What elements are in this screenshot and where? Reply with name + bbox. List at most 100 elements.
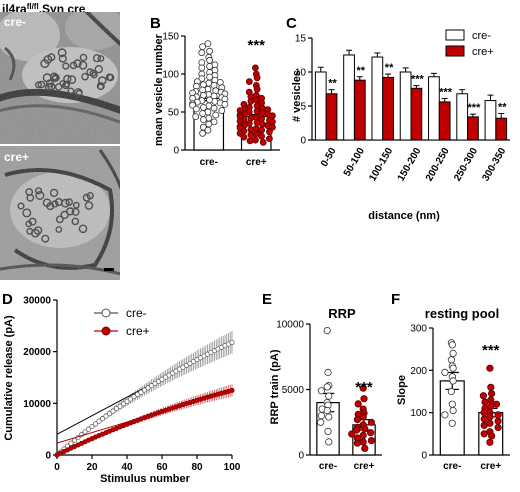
panel-label-d: D [2, 291, 13, 308]
y-tick-label: 10 [295, 68, 307, 79]
data-point [480, 421, 488, 429]
data-point [110, 408, 116, 414]
data-point [192, 105, 200, 113]
bar [399, 71, 412, 141]
data-point [204, 40, 212, 47]
significance-marker: ** [328, 78, 337, 90]
significance-marker: *** [355, 379, 373, 396]
data-point [352, 426, 361, 434]
data-point [481, 398, 489, 406]
bar [325, 93, 338, 141]
bar [382, 76, 394, 141]
data-point [316, 418, 325, 426]
significance-marker: ** [385, 62, 394, 74]
data-point [251, 64, 259, 72]
data-point [486, 438, 494, 446]
data-point [323, 406, 331, 415]
data-point [246, 137, 254, 145]
data-point [206, 63, 214, 70]
bar [438, 101, 451, 141]
data-point [229, 387, 235, 393]
data-point [366, 429, 375, 437]
x-tick-label: 50-100 [342, 146, 367, 179]
data-point [441, 368, 449, 376]
data-point [218, 107, 226, 114]
data-point [360, 395, 368, 403]
panel-a: A cre- cre+ [0, 12, 120, 280]
data-point [99, 416, 106, 422]
data-point [205, 120, 213, 128]
bar [467, 116, 479, 141]
chart-title-e: RRP [328, 306, 356, 321]
y-tick-label: 100 [162, 70, 179, 81]
data-point [221, 101, 229, 108]
y-tick-label: 20000 [23, 347, 51, 358]
data-point [145, 385, 151, 391]
panel-b: B mean vesicle number 0 50 100 150 cre-cre+ *… [150, 15, 280, 168]
significance-marker: *** [411, 74, 425, 86]
panel-c: C # vesicles distance (nm) 0 5 10 15 ** 0-50 *… [286, 15, 510, 222]
data-point [479, 392, 487, 400]
bar [343, 54, 355, 141]
data-point [106, 411, 113, 417]
data-point [247, 98, 255, 105]
data-point [198, 64, 206, 72]
x-tick-label: 0-50 [319, 146, 339, 169]
data-point [127, 396, 134, 402]
data-point [449, 349, 457, 357]
data-point [487, 432, 496, 440]
y-tick-label: 10000 [276, 320, 304, 331]
significance-marker: ** [357, 65, 366, 77]
em-image-label-cre-minus: cre- [4, 15, 26, 29]
data-point [199, 129, 207, 137]
legend-label-cre-plus-d: cre+ [126, 324, 150, 338]
y-tick-label: 200 [410, 366, 427, 377]
x-tick-label: cre- [443, 461, 461, 472]
data-point [359, 413, 367, 421]
data-point [134, 391, 141, 397]
data-point [192, 113, 200, 120]
data-point [120, 401, 127, 407]
data-point [229, 339, 235, 345]
data-point [441, 411, 449, 419]
bar [371, 56, 384, 141]
data-point [131, 394, 137, 400]
x-tick-label: 0 [54, 462, 60, 473]
em-image-cre-minus: cre- [0, 12, 120, 144]
significance-marker: *** [247, 37, 265, 54]
data-point [253, 85, 261, 93]
data-point [486, 364, 494, 372]
axis-label-y-b: mean vesicle number [153, 33, 165, 146]
data-point [199, 116, 207, 123]
data-point [103, 413, 109, 419]
x-tick-label: cre+ [354, 461, 375, 472]
data-point [148, 383, 155, 389]
panel-f: F resting pool Slope 0 100 200 300 cre-cre+ *… [391, 291, 510, 472]
axis-label-x-c: distance (nm) [368, 210, 440, 222]
data-point [204, 126, 212, 134]
legend-marker-cre-plus [101, 326, 111, 336]
x-tick-label: 300-350 [481, 146, 509, 184]
data-point [113, 406, 120, 412]
x-tick-label: cre+ [480, 461, 501, 472]
data-point [317, 387, 325, 395]
data-point [323, 326, 331, 335]
y-tick-label: 30000 [23, 296, 51, 307]
bar [314, 71, 327, 141]
data-point [82, 429, 88, 435]
panel-label-b: B [150, 15, 161, 32]
data-point [240, 133, 248, 141]
data-point [480, 430, 488, 438]
y-tick-label: 5 [300, 102, 306, 113]
data-point [124, 398, 130, 404]
y-tick-label: 10000 [23, 399, 51, 410]
x-tick-label: 100-150 [367, 146, 395, 184]
data-point [480, 415, 488, 423]
data-point [92, 421, 99, 427]
x-tick-label: 80 [191, 462, 203, 473]
x-tick-label: 200-250 [424, 146, 452, 184]
legend-marker-cre-minus [101, 308, 111, 318]
data-point [354, 400, 362, 408]
data-point [212, 111, 220, 119]
chart-title-f: resting pool [425, 306, 499, 321]
